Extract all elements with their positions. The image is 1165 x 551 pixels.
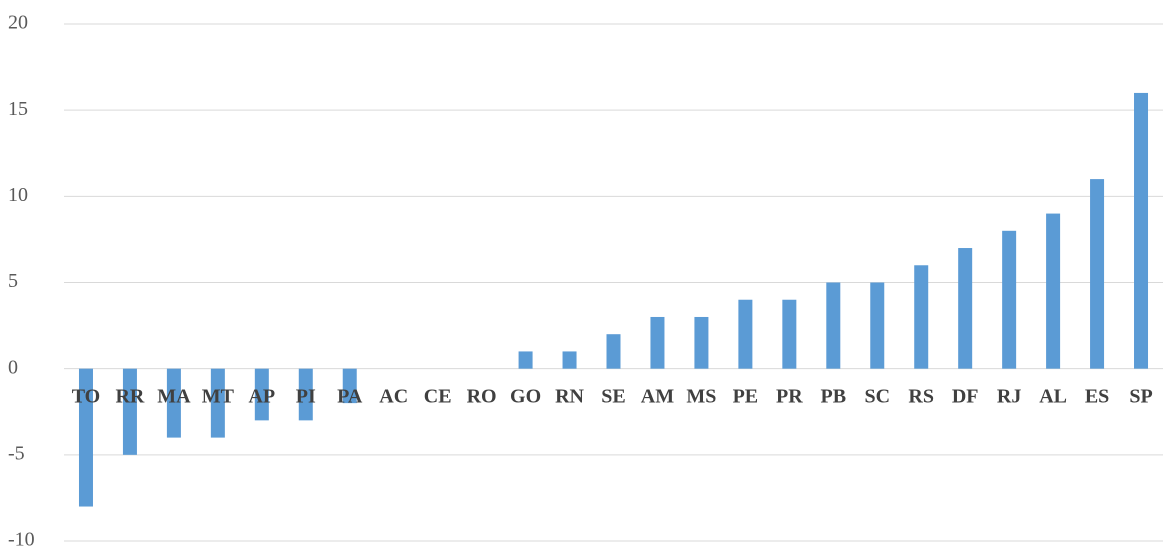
y-tick-label: -10 [8, 529, 35, 551]
x-tick-label: CE [424, 385, 452, 407]
x-tick-label: AC [379, 385, 408, 407]
x-tick-label: SP [1129, 385, 1152, 407]
y-tick-label: 15 [8, 98, 28, 120]
x-tick-label: MT [202, 385, 235, 407]
bar [826, 282, 841, 369]
bar [122, 368, 137, 455]
x-tick-label: SE [601, 385, 625, 407]
bar [342, 368, 357, 404]
bar [78, 368, 93, 507]
bar [694, 316, 709, 369]
x-tick-label: RR [115, 385, 144, 407]
y-tick-label: 0 [8, 356, 18, 378]
bar [166, 368, 181, 438]
bar [650, 316, 665, 369]
x-tick-label: AM [641, 385, 674, 407]
x-tick-label: PB [821, 385, 847, 407]
bar [1090, 179, 1105, 369]
x-tick-label: PE [733, 385, 759, 407]
y-tick-label: -5 [8, 442, 25, 464]
x-tick-label: DF [952, 385, 979, 407]
x-tick-label: PI [296, 385, 316, 407]
bar [298, 368, 313, 421]
x-tick-label: ES [1085, 385, 1109, 407]
x-tick-label: AL [1039, 385, 1067, 407]
x-tick-label: GO [510, 385, 541, 407]
x-tick-label: RO [467, 385, 497, 407]
bar [958, 248, 973, 369]
bar [606, 334, 621, 369]
x-tick-label: PR [776, 385, 803, 407]
x-tick-label: RJ [997, 385, 1021, 407]
bar [254, 368, 269, 421]
bar [914, 265, 929, 369]
bar [782, 299, 797, 369]
bar [1046, 213, 1061, 369]
x-tick-label: SC [864, 385, 890, 407]
bar [738, 299, 753, 369]
bar [562, 351, 577, 369]
x-tick-label: PA [337, 385, 363, 407]
x-tick-label: MS [686, 385, 716, 407]
bar [870, 282, 885, 369]
bar [210, 368, 225, 438]
x-tick-label: TO [72, 385, 101, 407]
x-tick-label: MA [157, 385, 191, 407]
bar [1134, 92, 1149, 369]
y-tick-label: 5 [8, 270, 18, 292]
y-tick-label: 10 [8, 184, 28, 206]
bar [1002, 230, 1017, 369]
x-tick-label: AP [248, 385, 275, 407]
x-tick-label: RN [555, 385, 584, 407]
y-tick-label: 20 [8, 12, 28, 34]
bar [518, 351, 533, 369]
x-tick-label: RS [908, 385, 934, 407]
